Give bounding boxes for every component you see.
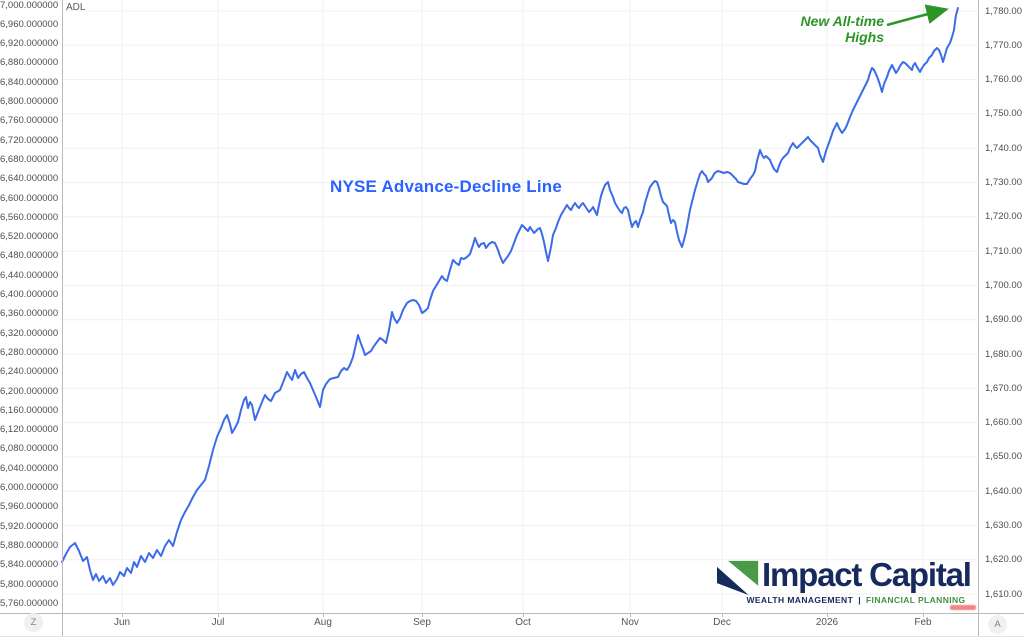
time-tickmark xyxy=(523,613,524,617)
time-tickmark xyxy=(827,613,828,617)
logo-subtitle-right: FINANCIAL PLANNING xyxy=(865,595,966,605)
left-price-tick-label: 6,720.000000 xyxy=(0,134,59,146)
red-watermark-mark xyxy=(950,605,976,610)
right-price-tick-label: 1,610.00 xyxy=(985,588,1022,600)
right-price-tick-label: 1,630.00 xyxy=(985,520,1022,531)
left-price-tick-label: 5,880.000000 xyxy=(0,539,59,551)
right-price-tick-label: 1,710.00 xyxy=(985,245,1022,257)
right-price-tick-label: 1,650.00 xyxy=(985,451,1022,463)
time-tick-label: Aug xyxy=(314,617,332,628)
right-price-tick-label: 1,640.00 xyxy=(985,485,1022,497)
left-price-tick-label: 6,680.000000 xyxy=(0,153,59,165)
left-price-tick-label: 5,800.000000 xyxy=(0,578,59,590)
impact-capital-logo: Impact Capital WEALTH MANAGEMENT | FINAN… xyxy=(707,556,972,608)
logo-arrow-icon xyxy=(717,560,759,596)
annotation-arrow[interactable] xyxy=(886,4,949,27)
time-tickmark xyxy=(122,613,123,617)
left-price-tick-label: 6,600.000000 xyxy=(0,192,59,204)
time-tick-label: Feb xyxy=(914,617,932,628)
time-tick-label: Jun xyxy=(113,617,131,628)
zoom-out-button[interactable]: Z xyxy=(24,613,43,632)
left-price-tick-label: 6,200.000000 xyxy=(0,385,59,397)
time-tick-label: Nov xyxy=(621,617,639,628)
left-price-tick-label: 6,640.000000 xyxy=(0,173,59,185)
left-price-tick-label: 5,960.000000 xyxy=(0,501,59,513)
right-price-tick-label: 1,740.00 xyxy=(985,142,1022,154)
right-price-tick-label: 1,660.00 xyxy=(985,417,1022,429)
right-price-tick-label: 1,770.00 xyxy=(985,39,1022,51)
left-price-tick-label: 6,800.000000 xyxy=(0,96,59,107)
time-tick-label: Dec xyxy=(713,617,731,628)
left-price-tick-label: 6,120.000000 xyxy=(0,424,59,436)
time-tickmark xyxy=(630,613,631,617)
right-price-tick-label: 1,670.00 xyxy=(985,382,1022,394)
left-price-tick-label: 6,360.000000 xyxy=(0,308,59,320)
left-price-tick-label: 6,920.000000 xyxy=(0,38,59,50)
logo-subtitle-left: WEALTH MANAGEMENT xyxy=(746,595,854,605)
time-tickmark xyxy=(722,613,723,617)
time-tick-label: Jul xyxy=(211,617,225,628)
left-price-tick-label: 6,080.000000 xyxy=(0,443,59,455)
bottom-edge-line xyxy=(0,636,1024,637)
left-axis-border xyxy=(62,0,63,636)
left-price-tick-label: 6,880.000000 xyxy=(0,57,59,69)
time-tickmark xyxy=(323,613,324,617)
left-price-tick-label: 6,960.000000 xyxy=(0,18,59,30)
left-price-tick-label: 6,440.000000 xyxy=(0,269,59,281)
left-price-tick-label: 6,480.000000 xyxy=(0,250,59,262)
left-price-tick-label: 6,400.000000 xyxy=(0,289,59,300)
adl-series-line[interactable] xyxy=(61,7,959,586)
left-price-tick-label: 5,760.000000 xyxy=(0,597,59,609)
symbol-label: ADL xyxy=(66,2,86,13)
annotation-text[interactable]: New All-time Highs xyxy=(800,13,885,45)
auto-scale-button[interactable]: A xyxy=(988,615,1007,634)
time-tick-label: Oct xyxy=(515,617,531,628)
logo-title: Impact Capital xyxy=(762,556,972,593)
time-tick-label: 2026 xyxy=(815,617,839,628)
time-tickmark xyxy=(218,613,219,617)
right-axis-border xyxy=(978,0,979,636)
time-tickmark xyxy=(923,613,924,617)
left-price-tick-label: 5,840.000000 xyxy=(0,559,59,571)
time-axis-border xyxy=(0,613,1024,614)
right-price-tick-label: 1,690.00 xyxy=(985,314,1022,326)
left-price-tick-label: 6,760.000000 xyxy=(0,115,59,127)
left-price-tick-label: 7,000.000000 xyxy=(0,0,59,11)
left-price-tick-label: 6,840.000000 xyxy=(0,76,59,88)
left-price-tick-label: 6,240.000000 xyxy=(0,366,59,378)
left-price-tick-label: 6,320.000000 xyxy=(0,327,59,339)
right-price-tick-label: 1,760.00 xyxy=(985,74,1022,86)
left-price-tick-label: 6,280.000000 xyxy=(0,346,59,358)
time-tick-label: Sep xyxy=(413,617,431,628)
right-price-tick-label: 1,620.00 xyxy=(985,554,1022,566)
right-price-tick-label: 1,700.00 xyxy=(985,279,1022,291)
chart-title-label[interactable]: NYSE Advance-Decline Line xyxy=(330,177,563,196)
logo-subtitle: WEALTH MANAGEMENT | FINANCIAL PLANNING xyxy=(746,595,966,605)
right-price-tick-label: 1,730.00 xyxy=(985,177,1022,188)
left-price-tick-label: 6,560.000000 xyxy=(0,211,59,223)
left-price-tick-label: 6,520.000000 xyxy=(0,231,59,243)
right-price-tick-label: 1,750.00 xyxy=(985,108,1022,120)
logo-subtitle-separator: | xyxy=(858,595,861,605)
left-price-tick-label: 6,040.000000 xyxy=(0,462,59,474)
right-price-tick-label: 1,720.00 xyxy=(985,211,1022,223)
time-tickmark xyxy=(422,613,423,617)
left-price-tick-label: 6,160.000000 xyxy=(0,404,59,416)
left-price-tick-label: 5,920.000000 xyxy=(0,520,59,532)
right-price-tick-label: 1,780.00 xyxy=(985,5,1022,17)
left-price-tick-label: 6,000.000000 xyxy=(0,482,59,493)
right-price-tick-label: 1,680.00 xyxy=(985,348,1022,360)
